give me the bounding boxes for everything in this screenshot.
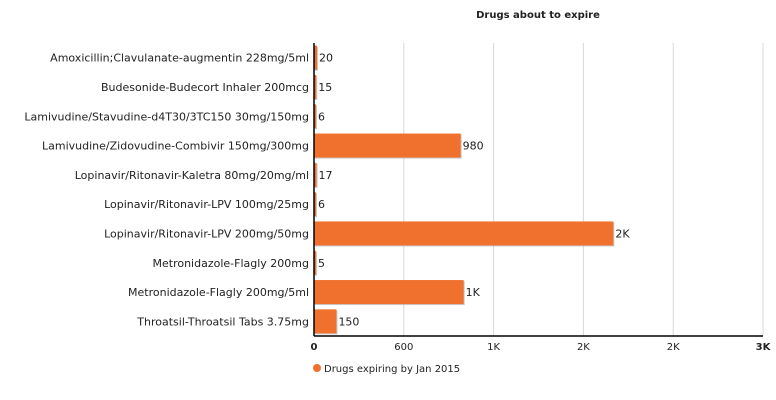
bar[interactable] [314, 133, 461, 158]
chart-title: Drugs about to expire [476, 10, 600, 21]
bars [314, 45, 615, 335]
category-label: Lamivudine/Zidovudine-Combivir 150mg/300… [42, 140, 309, 153]
data-label: 150 [338, 315, 359, 328]
data-label: 980 [463, 140, 484, 153]
category-label: Throatsil-Throatsil Tabs 3.75mg [136, 315, 309, 328]
data-label: 1K [466, 286, 481, 299]
category-label: Metronidazole-Flagly 200mg [153, 257, 310, 270]
category-label: Amoxicillin;Clavulanate-augmentin 228mg/… [50, 52, 309, 65]
axes [313, 43, 763, 337]
x-tick-label: 600 [394, 342, 413, 353]
category-labels: Amoxicillin;Clavulanate-augmentin 228mg/… [24, 52, 309, 329]
category-label: Lopinavir/Ritonavir-Kaletra 80mg/20mg/ml [75, 169, 309, 182]
category-label: Lopinavir/Ritonavir-LPV 200mg/50mg [104, 227, 309, 240]
x-tick-label: 2K [577, 342, 590, 353]
category-label: Lamivudine/Stavudine-d4T30/3TC150 30mg/1… [24, 110, 309, 123]
data-label: 5 [318, 257, 325, 270]
x-tick-label: 0 [311, 342, 318, 353]
bar[interactable] [314, 250, 316, 275]
data-label: 6 [318, 198, 325, 211]
category-label: Budesonide-Budecort Inhaler 200mcg [101, 81, 309, 94]
x-tick-label: 3K [756, 342, 772, 353]
bar[interactable] [314, 162, 317, 187]
tick-labels: 0 600 1K 2K 2K 3K [311, 342, 772, 353]
bar[interactable] [314, 309, 337, 334]
bar[interactable] [314, 280, 464, 305]
legend-label: Drugs expiring by Jan 2015 [324, 364, 460, 375]
data-labels: 20 15 6 980 17 6 2K 5 1K 150 [318, 52, 630, 329]
legend[interactable]: Drugs expiring by Jan 2015 [313, 364, 460, 375]
data-label: 15 [318, 81, 332, 94]
bar[interactable] [314, 104, 316, 129]
legend-marker [313, 364, 321, 372]
x-tick-label: 1K [487, 342, 500, 353]
bar[interactable] [314, 45, 317, 70]
data-label: 6 [318, 110, 325, 123]
data-label: 20 [319, 52, 333, 65]
bar[interactable] [314, 192, 316, 217]
category-label: Metronidazole-Flagly 200mg/5ml [128, 286, 309, 299]
category-label: Lopinavir/Ritonavir-LPV 100mg/25mg [104, 198, 309, 211]
bar[interactable] [314, 74, 317, 99]
bar[interactable] [314, 221, 614, 246]
x-tick-label: 2K [667, 342, 680, 353]
data-label: 17 [319, 169, 333, 182]
data-label: 2K [615, 227, 630, 240]
